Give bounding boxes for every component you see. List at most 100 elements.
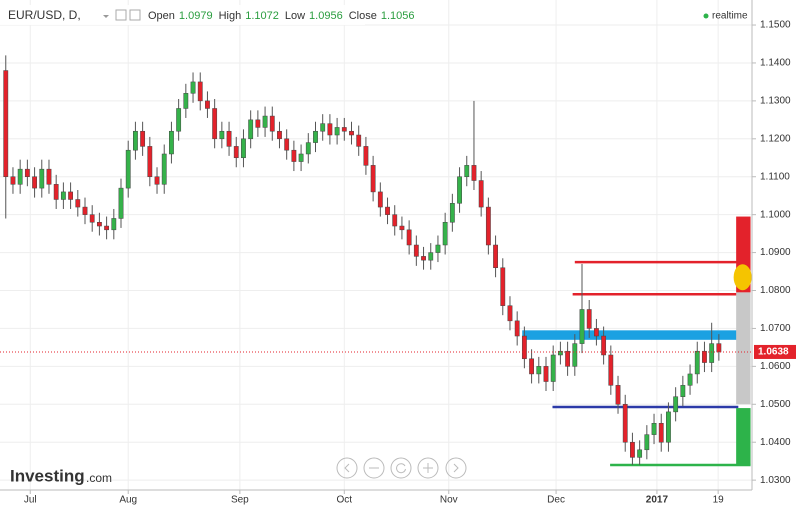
- scroll-right-button[interactable]: [445, 457, 467, 479]
- candle-body: [140, 130, 146, 147]
- candle-body: [687, 373, 693, 386]
- candle-body: [24, 168, 30, 177]
- candle-body: [370, 165, 376, 193]
- zoom-out-button[interactable]: [363, 457, 385, 479]
- x-tick-label: Sep: [231, 495, 249, 506]
- candle-body: [327, 123, 333, 136]
- x-tick-label: Dec: [547, 495, 565, 506]
- candle-body: [46, 168, 52, 185]
- candle-body: [428, 252, 434, 261]
- reset-button[interactable]: [390, 457, 412, 479]
- candle-body: [385, 206, 390, 215]
- y-tick-label: 1.1000: [760, 209, 791, 220]
- last-price-label: 1.0638: [758, 347, 789, 358]
- drawings: [522, 216, 752, 467]
- candle-body: [53, 184, 59, 200]
- candle-body: [399, 225, 405, 231]
- candle-body: [82, 206, 88, 215]
- candle-body: [666, 411, 671, 443]
- icon: [344, 463, 350, 473]
- y-tick-label: 1.0300: [760, 475, 791, 486]
- candle-body: [169, 130, 174, 155]
- grid: [0, 0, 752, 490]
- candle-body: [658, 423, 664, 443]
- zoom-controls: [336, 457, 467, 479]
- y-tick-label: 1.0900: [760, 247, 791, 258]
- candle-body: [471, 165, 477, 181]
- candle-body: [219, 130, 225, 140]
- candle-body: [586, 309, 592, 329]
- candle-body: [680, 385, 686, 397]
- candle-body: [334, 127, 340, 136]
- axes: 1.0300 1.0400 1.0500 1.0600 1.0700 1.0800 1.09…: [0, 20, 796, 506]
- level-band: [522, 330, 738, 340]
- ohlc-value: 1.0979: [179, 10, 213, 22]
- candle-body: [118, 187, 124, 219]
- last-price-box: [754, 344, 796, 359]
- scroll-left-button[interactable]: [336, 457, 358, 479]
- status: realtime: [712, 11, 748, 22]
- candle-body: [356, 134, 362, 147]
- candle-body: [305, 142, 311, 155]
- y-tick-label: 1.0400: [760, 437, 791, 448]
- x-tick-label: 2017: [646, 495, 669, 506]
- hide-icon[interactable]: [129, 9, 141, 21]
- candle-body: [363, 146, 369, 166]
- ohlc-legend: Open 1.0979 High 1.1072 Low 1.0956 Close 1.1056: [148, 10, 414, 22]
- candle-body: [622, 404, 628, 443]
- icon: [423, 463, 433, 473]
- candle-body: [154, 176, 160, 185]
- candle-body: [406, 229, 412, 246]
- ohlc-label: Close: [349, 10, 377, 22]
- symbol[interactable]: EUR/USD, D,: [8, 8, 81, 22]
- candle-body: [478, 180, 484, 208]
- logo: Investing: [10, 466, 85, 485]
- candle-body: [507, 305, 513, 322]
- x-tick-label: Aug: [119, 495, 137, 506]
- candle-body: [457, 176, 462, 204]
- candle-body: [601, 335, 607, 356]
- candle-body: [255, 119, 261, 128]
- settings-icon[interactable]: [115, 9, 127, 21]
- x-tick-label: 19: [713, 495, 725, 506]
- y-tick-label: 1.1100: [760, 171, 790, 182]
- candle-body: [291, 149, 297, 162]
- ohlc-label: High: [219, 10, 242, 22]
- candle-body: [284, 138, 290, 151]
- candle-body: [104, 225, 110, 231]
- y-tick-label: 1.1200: [760, 133, 791, 144]
- candle-body: [449, 203, 455, 223]
- candle-body: [3, 70, 9, 177]
- ohlc-label: Open: [148, 10, 175, 22]
- ohlc-value: 1.1056: [381, 10, 415, 22]
- candle-body: [651, 423, 657, 435]
- zoom-in-button[interactable]: [417, 457, 439, 479]
- candle-body: [190, 81, 196, 94]
- x-tick-label: Oct: [337, 495, 353, 506]
- candle-body: [161, 153, 167, 185]
- icon: [396, 463, 406, 474]
- candle-body: [39, 168, 45, 189]
- candle-body: [32, 176, 37, 189]
- candle-body: [349, 130, 354, 136]
- candle-body: [197, 81, 203, 102]
- candle-body: [694, 350, 700, 375]
- candle-body: [557, 350, 563, 356]
- dropdown-arrow[interactable]: [103, 15, 109, 18]
- y-tick-label: 1.1400: [760, 58, 791, 69]
- candle-body: [413, 244, 419, 257]
- y-tick-label: 1.0700: [760, 323, 791, 334]
- ohlc-value: 1.1072: [245, 10, 279, 22]
- candle-body: [377, 191, 383, 208]
- logo-suffix: .com: [86, 471, 112, 485]
- candle-body: [615, 385, 621, 405]
- candle-body: [421, 256, 426, 261]
- candle-body: [68, 191, 74, 200]
- candle-body: [644, 434, 650, 451]
- level-band: [736, 408, 751, 465]
- x-tick-label: Nov: [440, 495, 458, 506]
- candle-body: [89, 214, 95, 223]
- x-tick-label: Jul: [24, 495, 37, 506]
- ohlc-label: Low: [285, 10, 305, 22]
